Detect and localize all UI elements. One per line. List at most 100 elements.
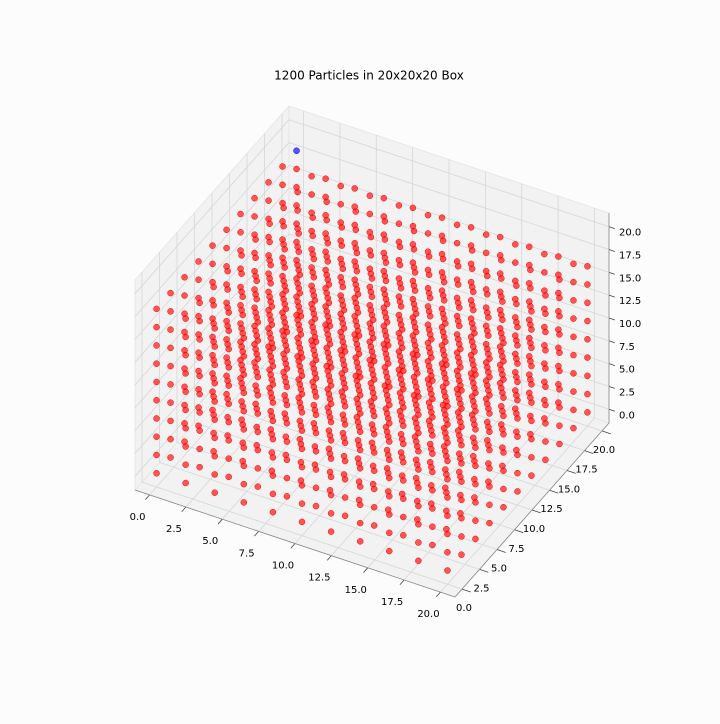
particle [153, 323, 160, 331]
particle [584, 372, 591, 380]
particle [410, 246, 418, 253]
particle [482, 249, 490, 257]
particle [426, 294, 434, 302]
y-tick-label: 20.0 [593, 445, 615, 456]
particle [366, 210, 374, 218]
particle [225, 327, 232, 335]
z-tick-label: 12.5 [619, 296, 641, 307]
particle [296, 289, 304, 297]
tick-mark [217, 518, 223, 525]
particle [167, 399, 174, 406]
particle [312, 429, 320, 437]
grid-line [288, 142, 610, 250]
particle [269, 508, 277, 516]
particle [584, 299, 591, 307]
particle [254, 483, 262, 490]
particle [341, 402, 349, 410]
particle [440, 297, 448, 304]
particle [458, 441, 465, 449]
particle [167, 417, 174, 425]
particle [283, 493, 291, 500]
particle [341, 384, 349, 392]
particle [266, 220, 273, 227]
y-tick-label: 0.0 [456, 603, 472, 614]
particle [542, 328, 549, 336]
particle [327, 510, 335, 517]
particle [167, 289, 174, 297]
particle [486, 483, 493, 490]
particle [268, 303, 276, 310]
particle [370, 522, 378, 529]
particle [356, 373, 364, 381]
particle [514, 342, 521, 349]
particle [326, 322, 334, 330]
tick-mark [435, 591, 441, 598]
particle [283, 365, 291, 372]
particle [240, 480, 248, 488]
particle [384, 360, 392, 367]
particle [211, 325, 218, 332]
particle [369, 334, 377, 342]
x-tick-label: 12.5 [308, 573, 330, 584]
particle [196, 445, 203, 453]
particle [312, 375, 320, 382]
particle [167, 308, 174, 315]
particle [251, 213, 258, 220]
particle [386, 401, 393, 409]
particle [266, 238, 273, 246]
particle [298, 390, 306, 398]
particle [281, 246, 288, 253]
particle [584, 281, 591, 288]
particle [211, 489, 218, 496]
particle [211, 416, 218, 423]
tick-mark [608, 340, 615, 344]
particle [570, 260, 577, 268]
particle [400, 404, 407, 411]
particle [486, 428, 493, 436]
particle [225, 382, 232, 389]
y-tick-label: 17.5 [575, 465, 597, 476]
tick-mark [608, 249, 615, 252]
particle [182, 333, 189, 341]
particle [386, 529, 393, 537]
particle [386, 493, 393, 500]
particle [528, 417, 535, 425]
particle [240, 444, 248, 451]
particle [225, 345, 232, 353]
particle [396, 261, 404, 269]
x-tick-label: 10.0 [272, 561, 294, 572]
particle [181, 292, 188, 299]
particle [500, 485, 507, 493]
tick-mark [608, 294, 615, 298]
particle [337, 182, 344, 190]
particle [268, 321, 276, 328]
particle [312, 338, 320, 345]
particle [456, 322, 463, 330]
z-tick-label: 17.5 [619, 251, 641, 262]
particle [386, 547, 393, 555]
particle [240, 371, 248, 378]
particle [410, 227, 418, 235]
particle [240, 499, 248, 506]
particle [296, 271, 304, 279]
particle [167, 362, 174, 370]
particle [265, 179, 272, 186]
particle [472, 371, 479, 378]
particle [584, 317, 591, 325]
x-tick-label: 20.0 [417, 609, 439, 620]
particle [429, 377, 436, 384]
particle [356, 501, 364, 509]
particle [500, 357, 507, 365]
particle [528, 362, 535, 370]
particle [499, 298, 506, 305]
particle [412, 310, 420, 317]
particle [386, 420, 393, 427]
particle [429, 395, 436, 403]
particle [312, 502, 320, 510]
particle [584, 390, 591, 398]
particle [409, 204, 417, 212]
tick-mark [608, 408, 615, 412]
y-tick-label: 7.5 [509, 544, 525, 555]
particle [211, 434, 218, 442]
particle [528, 308, 535, 315]
